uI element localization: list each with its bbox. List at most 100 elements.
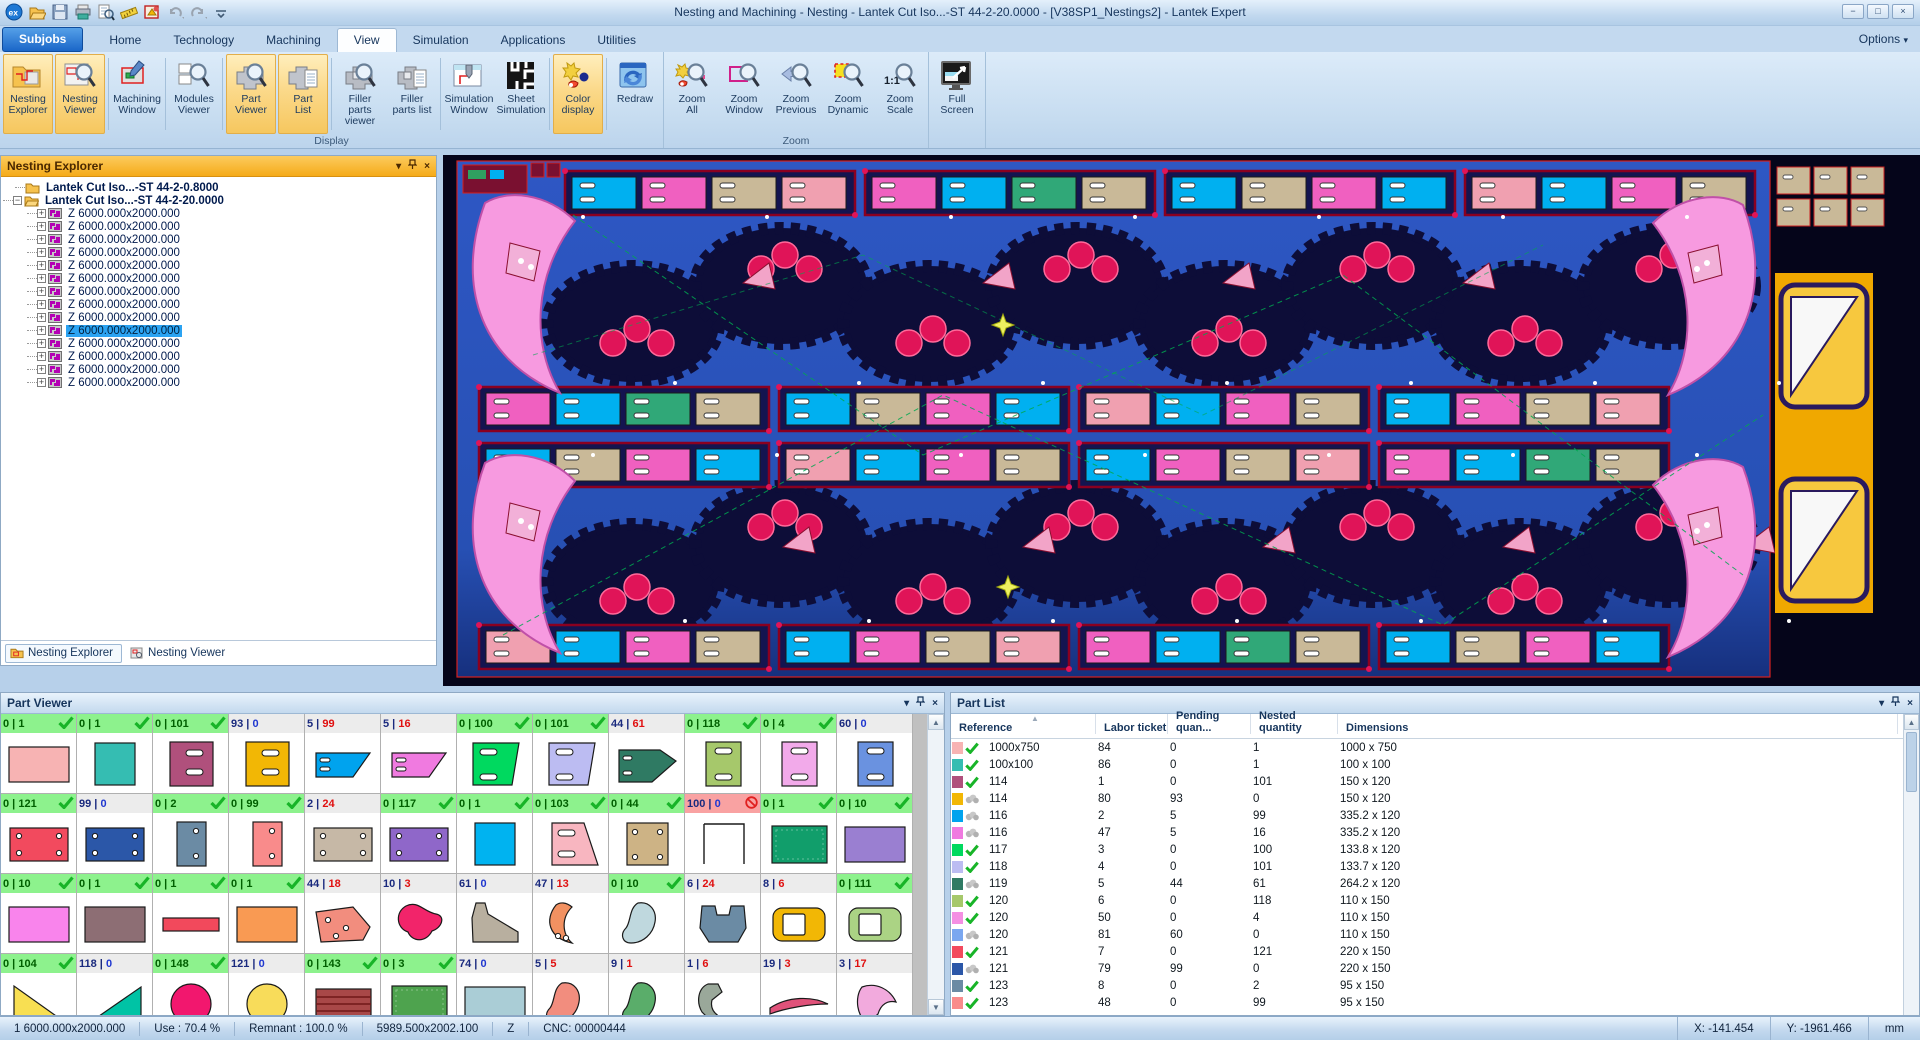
part-cell[interactable]: 0 | 1: [1, 714, 77, 794]
table-row[interactable]: 121 7 0 121 220 x 150: [951, 943, 1903, 960]
column-header-labor-ticket[interactable]: Labor ticket: [1096, 714, 1168, 734]
expand-icon[interactable]: +: [37, 260, 46, 270]
part-cell[interactable]: 0 | 118: [684, 714, 761, 794]
part-cell[interactable]: 0 | 2: [152, 793, 229, 874]
table-row[interactable]: 117 3 0 100 133.8 x 120: [951, 841, 1903, 858]
expand-icon[interactable]: +: [37, 286, 46, 296]
part-list-button[interactable]: Part List: [278, 54, 328, 134]
tab-subjobs[interactable]: Subjobs: [2, 27, 84, 52]
zoom-scale-button[interactable]: 1:1 Zoom Scale: [875, 54, 925, 134]
close-button[interactable]: ×: [1892, 4, 1914, 19]
part-cell[interactable]: 0 | 10: [1, 873, 77, 954]
table-row[interactable]: 118 4 0 101 133.7 x 120: [951, 858, 1903, 875]
part-cell[interactable]: 0 | 10: [836, 793, 913, 874]
part-cell[interactable]: 60 | 0: [836, 714, 913, 794]
tree-folder-closed[interactable]: Lantek Cut Iso...-ST 44-2-0.8000: [1, 181, 436, 194]
close-icon[interactable]: ×: [1907, 697, 1913, 709]
color-display-button[interactable]: Color display: [553, 54, 603, 134]
part-cell[interactable]: 0 | 1: [152, 873, 229, 954]
nesting-viewer-button[interactable]: Nesting Viewer: [55, 54, 105, 134]
tree-sheet-item[interactable]: + Z 6000.000x2000.000: [1, 246, 436, 259]
part-list-scrollbar[interactable]: ▲: [1903, 714, 1919, 1015]
part-cell[interactable]: 10 | 3: [380, 873, 457, 954]
expand-icon[interactable]: +: [37, 208, 46, 218]
close-icon[interactable]: ×: [424, 160, 430, 172]
tab-utilities[interactable]: Utilities: [597, 33, 636, 47]
close-icon[interactable]: ×: [932, 697, 938, 709]
part-cell[interactable]: 0 | 10: [608, 873, 685, 954]
expand-icon[interactable]: +: [37, 221, 46, 231]
bottom-tab-nesting-viewer[interactable]: Nesting Viewer: [126, 645, 233, 662]
column-header-dimensions[interactable]: Dimensions: [1338, 714, 1898, 734]
filler-parts-list-button[interactable]: Filler parts list: [387, 54, 437, 134]
part-cell[interactable]: 121 | 0: [228, 953, 305, 1015]
modules-viewer-button[interactable]: Modules Viewer: [169, 54, 219, 134]
part-cell[interactable]: 3 | 17: [836, 953, 913, 1015]
part-cell[interactable]: 0 | 117: [380, 793, 457, 874]
part-cell[interactable]: 93 | 0: [228, 714, 305, 794]
scrollbar-thumb[interactable]: [1906, 732, 1917, 792]
save-icon[interactable]: [50, 2, 70, 22]
table-row[interactable]: 120 50 0 4 110 x 150: [951, 909, 1903, 926]
expand-icon[interactable]: +: [37, 338, 46, 348]
expand-icon[interactable]: +: [37, 234, 46, 244]
tree-sheet-item[interactable]: + Z 6000.000x2000.000: [1, 207, 436, 220]
part-cell[interactable]: 0 | 1: [456, 793, 533, 874]
tree-sheet-item[interactable]: + Z 6000.000x2000.000: [1, 285, 436, 298]
table-row[interactable]: 116 2 5 99 335.2 x 120: [951, 807, 1903, 824]
scroll-up-icon[interactable]: ▲: [1904, 714, 1919, 730]
part-cell[interactable]: 19 | 3: [760, 953, 837, 1015]
table-row[interactable]: 116 47 5 16 335.2 x 120: [951, 824, 1903, 841]
simulation-window-button[interactable]: Simulation Window: [444, 54, 494, 134]
print-preview-icon[interactable]: [96, 2, 116, 22]
undo-icon[interactable]: [165, 2, 185, 22]
table-row[interactable]: 114 80 93 0 150 x 120: [951, 790, 1903, 807]
part-cell[interactable]: 0 | 101: [152, 714, 229, 794]
expand-icon[interactable]: +: [37, 312, 46, 322]
app-logo-icon[interactable]: ex: [4, 2, 24, 22]
tree-sheet-item[interactable]: + Z 6000.000x2000.000: [1, 220, 436, 233]
expand-icon[interactable]: +: [37, 377, 46, 387]
part-cell[interactable]: 0 | 148: [152, 953, 229, 1015]
redraw-button[interactable]: Redraw: [610, 54, 660, 134]
machining-window-button[interactable]: Machining Window: [112, 54, 162, 134]
maximize-button[interactable]: □: [1867, 4, 1889, 19]
tree-sheet-item[interactable]: + Z 6000.000x2000.000: [1, 311, 436, 324]
tab-machining[interactable]: Machining: [266, 33, 321, 47]
table-row[interactable]: 123 48 0 99 95 x 150: [951, 994, 1903, 1011]
tab-home[interactable]: Home: [109, 33, 142, 47]
tab-applications[interactable]: Applications: [500, 33, 566, 47]
part-cell[interactable]: 0 | 99: [228, 793, 305, 874]
part-cell[interactable]: 2 | 24: [304, 793, 381, 874]
tab-technology[interactable]: Technology: [173, 33, 235, 47]
column-header-nested-quantity[interactable]: Nested quantity: [1251, 710, 1338, 734]
part-cell[interactable]: 0 | 1: [76, 873, 153, 954]
tree-sheet-item[interactable]: + Z 6000.000x2000.000: [1, 350, 436, 363]
redo-icon[interactable]: [188, 2, 208, 22]
panel-collapse-icon[interactable]: ▾: [396, 160, 402, 172]
part-cell[interactable]: 0 | 103: [532, 793, 609, 874]
part-cell[interactable]: 6 | 24: [684, 873, 761, 954]
panel-collapse-icon[interactable]: ▾: [1879, 697, 1885, 709]
part-cell[interactable]: 74 | 0: [456, 953, 533, 1015]
part-cell[interactable]: 0 | 100: [456, 714, 533, 794]
part-cell[interactable]: 5 | 99: [304, 714, 381, 794]
expand-icon[interactable]: +: [37, 351, 46, 361]
panel-collapse-icon[interactable]: ▾: [904, 697, 910, 709]
expand-icon[interactable]: +: [37, 273, 46, 283]
sheet-simulation-button[interactable]: Sheet Simulation: [496, 54, 546, 134]
cad-tools-icon[interactable]: [142, 2, 162, 22]
tab-simulation[interactable]: Simulation: [412, 33, 469, 47]
tree-sheet-item[interactable]: + Z 6000.000x2000.000: [1, 324, 436, 337]
part-cell[interactable]: 118 | 0: [76, 953, 153, 1015]
part-viewer-button[interactable]: Part Viewer: [226, 54, 276, 134]
pin-icon[interactable]: [915, 696, 926, 710]
zoom-window-button[interactable]: Zoom Window: [719, 54, 769, 134]
part-cell[interactable]: 0 | 3: [380, 953, 457, 1015]
zoom-all-button[interactable]: Zoom All: [667, 54, 717, 134]
part-cell[interactable]: 8 | 6: [760, 873, 837, 954]
part-cell[interactable]: 0 | 121: [1, 793, 77, 874]
part-cell[interactable]: 44 | 18: [304, 873, 381, 954]
column-header-reference[interactable]: ▲ Reference: [951, 714, 1096, 734]
part-cell[interactable]: 0 | 143: [304, 953, 381, 1015]
